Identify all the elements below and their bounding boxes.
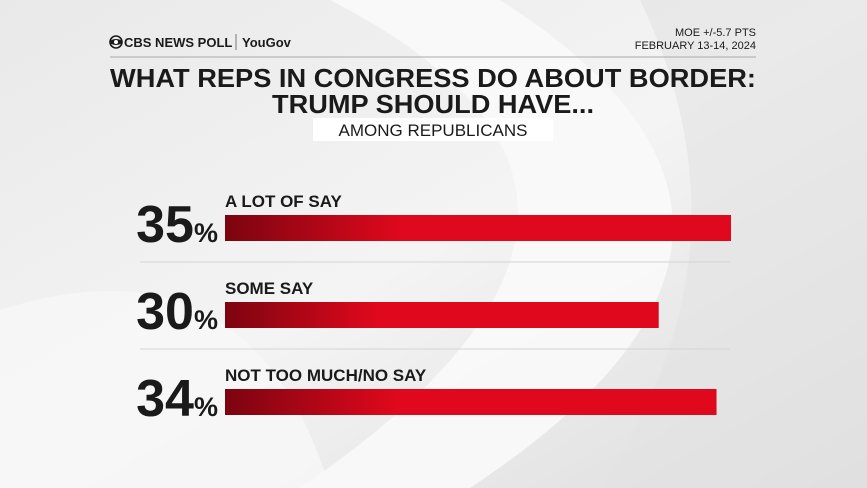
- chart-title: TRUMP SHOULD HAVE...: [272, 89, 594, 119]
- partner: YouGov: [242, 35, 292, 50]
- source: CBS NEWS POLL: [124, 35, 232, 50]
- swoosh: [300, 0, 673, 488]
- value-label: 34%: [136, 370, 218, 428]
- bar-shade: [225, 215, 731, 241]
- bar-shade: [225, 389, 717, 415]
- category-label: SOME SAY: [225, 279, 314, 298]
- value-label: 30%: [136, 283, 218, 341]
- value-number: 34: [136, 370, 194, 428]
- swoosh: [0, 291, 330, 488]
- subtitle-box: [313, 118, 553, 141]
- value-unit: %: [194, 218, 218, 248]
- note: MOE +/-5.7 PTS: [675, 27, 756, 39]
- value-label: 35%: [136, 196, 218, 254]
- value-unit: %: [194, 305, 218, 335]
- bar-shade: [225, 302, 659, 328]
- value-number: 35: [136, 196, 194, 254]
- value-number: 30: [136, 283, 194, 341]
- category-label: A LOT OF SAY: [225, 192, 342, 211]
- category-label: NOT TOO MUCH/NO SAY: [225, 366, 427, 385]
- swoosh: [600, 0, 867, 488]
- cbs-eye-logo: [109, 35, 123, 49]
- note: FEBRUARY 13-14, 2024: [635, 40, 756, 52]
- chart-title: WHAT REPS IN CONGRESS DO ABOUT BORDER:: [110, 63, 756, 93]
- subtitle: AMONG REPUBLICANS: [339, 121, 528, 140]
- value-unit: %: [194, 392, 218, 422]
